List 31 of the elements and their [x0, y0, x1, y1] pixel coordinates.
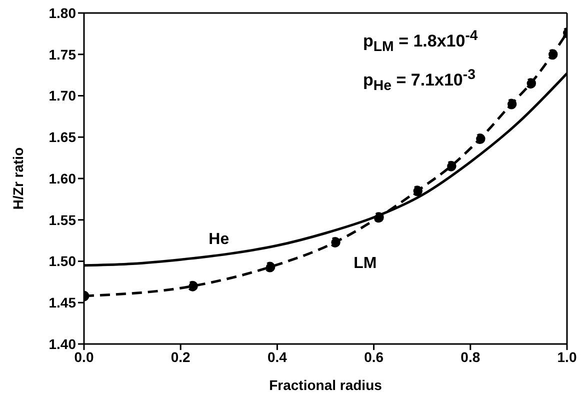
- point: [187, 280, 198, 292]
- y-tick-label: 1.60: [48, 170, 76, 186]
- x-tick-label: 0.2: [170, 348, 191, 365]
- point: [373, 212, 384, 223]
- y-tick-label: 1.55: [48, 212, 76, 228]
- x-tick-label: 0.8: [460, 348, 480, 365]
- x-tick-label: 0.4: [267, 348, 288, 365]
- x-axis-title: Fractional radius: [269, 377, 382, 393]
- point: [264, 262, 276, 272]
- y-tick-label: 1.40: [48, 336, 76, 352]
- x-tick-label: 1.0: [557, 348, 577, 365]
- point: [474, 134, 486, 144]
- point: [446, 160, 456, 172]
- series-label: He: [208, 230, 230, 248]
- point: [330, 236, 340, 248]
- y-tick-label: 1.45: [48, 294, 76, 311]
- y-tick-label: 1.65: [48, 129, 76, 146]
- annotation: p$_{LM}$ = 1.8x10$^{-4}$: [363, 27, 478, 58]
- point: [412, 186, 423, 196]
- y-tick-label: 1.75: [48, 46, 76, 62]
- x-tick-label: 0.6: [364, 348, 384, 365]
- annotation: p$_{He}$ = 7.1x10$^{-3}$: [363, 66, 476, 96]
- y-axis-title: H/Zr ratio: [10, 147, 26, 210]
- point: [506, 98, 517, 110]
- point: [526, 78, 536, 89]
- point: [547, 49, 558, 60]
- y-tick-label: 1.50: [48, 253, 76, 270]
- x-tick-label: 0.0: [74, 348, 94, 365]
- y-tick-label: 1.80: [48, 4, 76, 21]
- series-label: LM: [354, 255, 377, 272]
- y-tick-label: 1.70: [48, 88, 76, 104]
